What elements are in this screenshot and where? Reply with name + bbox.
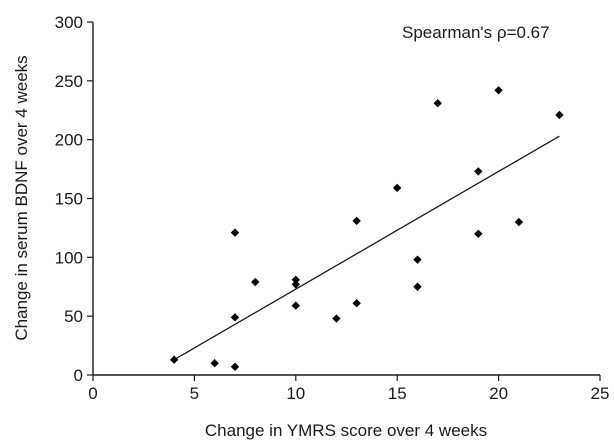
points-layer xyxy=(169,86,564,371)
data-point xyxy=(514,217,524,227)
data-point xyxy=(291,280,300,289)
data-point xyxy=(230,228,240,237)
x-tick-label: 0 xyxy=(88,384,97,403)
x-tick-label: 10 xyxy=(286,384,305,403)
data-point xyxy=(555,110,564,120)
data-point xyxy=(352,216,361,226)
y-tick-label: 0 xyxy=(74,366,83,385)
axes-layer xyxy=(92,22,600,376)
y-tick-label: 150 xyxy=(55,190,83,209)
data-point xyxy=(474,229,483,238)
trend-layer xyxy=(173,135,560,361)
data-point xyxy=(352,299,361,308)
regression-line xyxy=(173,135,560,361)
x-tick-label: 15 xyxy=(388,384,407,403)
x-axis-label: Change in YMRS score over 4 weeks xyxy=(205,421,487,440)
y-tick-label: 300 xyxy=(55,13,83,32)
data-point xyxy=(210,359,219,368)
data-point xyxy=(169,355,179,364)
y-tick-label: 100 xyxy=(55,248,83,267)
data-point xyxy=(433,98,442,108)
x-tick-label: 25 xyxy=(591,384,610,403)
data-point xyxy=(413,255,422,264)
y-tick-label: 200 xyxy=(55,131,83,150)
data-point xyxy=(291,275,300,284)
data-point xyxy=(393,183,402,193)
data-point xyxy=(251,277,260,287)
data-point xyxy=(332,314,341,323)
data-point xyxy=(413,282,422,291)
data-point xyxy=(230,313,240,322)
data-point xyxy=(474,167,483,176)
data-point xyxy=(494,86,503,95)
x-tick-label: 5 xyxy=(190,384,199,403)
x-tick-label: 20 xyxy=(489,384,508,403)
y-tick-label: 250 xyxy=(55,72,83,91)
spearman-annotation: Spearman's ρ=0.67 xyxy=(402,23,550,42)
y-tick-label: 50 xyxy=(64,307,83,326)
data-point xyxy=(230,362,240,371)
y-axis-label: Change in serum BDNF over 4 weeks xyxy=(12,55,31,340)
x-ticks: 0 5 10 15 20 25 xyxy=(88,375,609,403)
y-ticks: 0 50 100 150 200 250 300 xyxy=(55,13,93,385)
data-point xyxy=(291,301,300,310)
